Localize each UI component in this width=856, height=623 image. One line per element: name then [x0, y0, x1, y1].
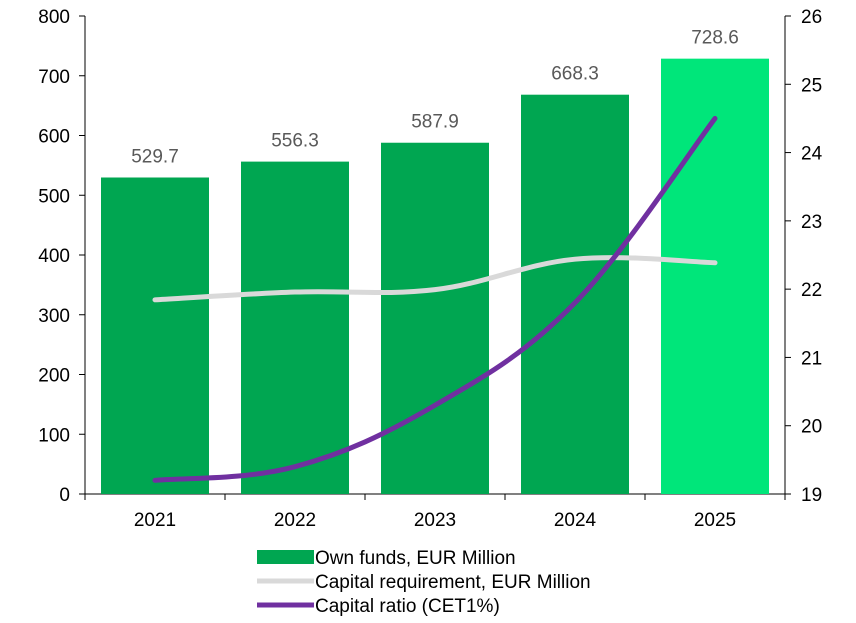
own-funds-data-label: 529.7	[131, 147, 179, 168]
bars	[101, 58, 769, 495]
y-right-tick-label: 21	[801, 348, 822, 369]
y-left-tick-label: 300	[38, 306, 70, 327]
own-funds-data-label: 728.6	[691, 28, 739, 49]
y-right-tick-label: 24	[801, 144, 823, 165]
y-left-tick-label: 800	[38, 7, 70, 28]
legend: Own funds, EUR Million Capital requiremen…	[257, 548, 591, 617]
own-funds-data-label: 556.3	[271, 131, 319, 152]
x-category-label: 2022	[274, 510, 316, 531]
capital-requirement-line	[152, 255, 718, 303]
legend-label: Capital ratio (CET1%)	[315, 596, 500, 617]
own-funds-bar	[521, 94, 629, 495]
capital-ratio-line	[152, 115, 718, 483]
legend-label: Capital requirement, EUR Million	[315, 572, 591, 593]
y-left-tick-label: 100	[38, 425, 70, 446]
x-category-label: 2021	[134, 510, 176, 531]
x-category-label: 2023	[414, 510, 456, 531]
y-left-tick-label: 0	[59, 485, 70, 506]
x-category-label: 2024	[554, 510, 597, 531]
axes: 0100200300400500600700800192021222324252…	[38, 7, 822, 531]
y-right-tick-label: 26	[801, 7, 822, 28]
y-right-tick-label: 20	[801, 417, 822, 438]
data-labels: 529.7 556.3 587.9 668.3 728.6	[131, 28, 739, 168]
y-left-tick-label: 600	[38, 127, 70, 148]
own-funds-bar	[241, 161, 349, 494]
own-funds-data-label: 668.3	[551, 64, 599, 85]
own-funds-data-label: 587.9	[411, 112, 459, 133]
legend-swatch-own-funds	[257, 550, 314, 564]
y-left-tick-label: 400	[38, 246, 70, 267]
y-right-tick-label: 22	[801, 280, 822, 301]
y-right-tick-label: 23	[801, 212, 822, 233]
y-right-tick-label: 19	[801, 485, 822, 506]
y-left-tick-label: 200	[38, 366, 70, 387]
x-category-label: 2025	[694, 510, 736, 531]
y-right-tick-label: 25	[801, 75, 822, 96]
own-funds-bar	[661, 58, 769, 494]
legend-label: Own funds, EUR Million	[315, 548, 516, 569]
own-funds-bar	[101, 177, 209, 494]
y-left-tick-label: 500	[38, 186, 70, 207]
series-lines	[152, 115, 718, 483]
y-left-tick-label: 700	[38, 67, 70, 88]
own-funds-bar	[381, 142, 489, 495]
